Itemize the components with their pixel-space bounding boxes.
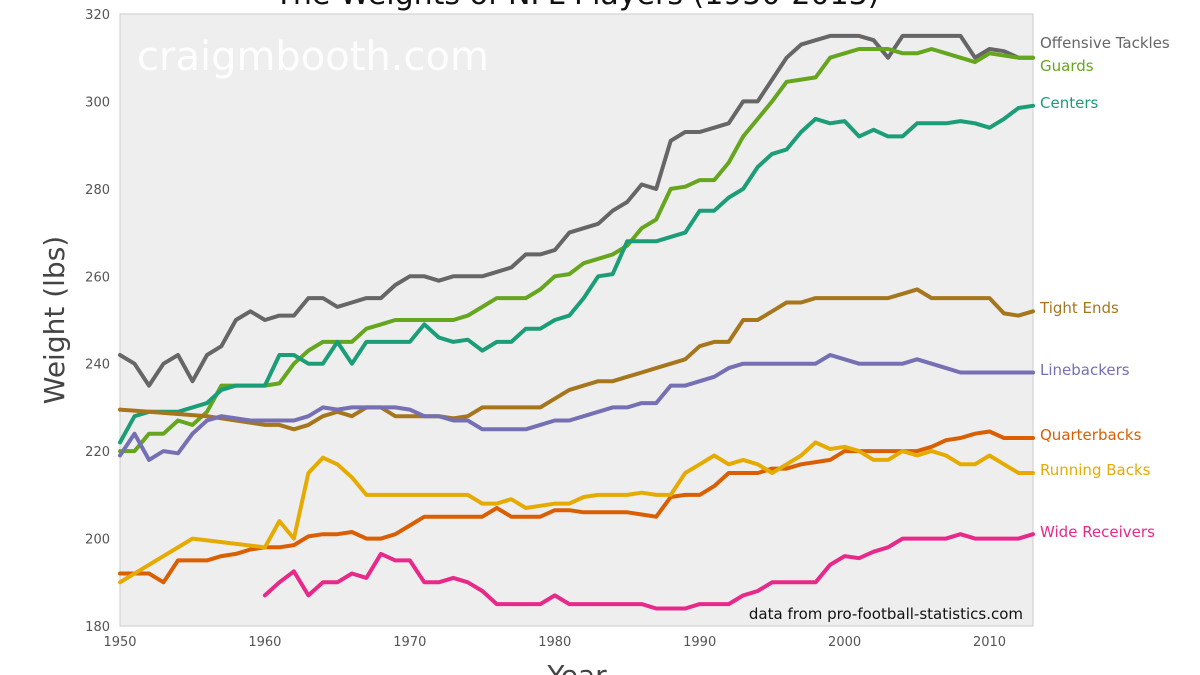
series-line-tight-ends bbox=[118, 287, 1035, 432]
y-tick-label: 180 bbox=[85, 620, 110, 635]
y-tick-label: 280 bbox=[85, 183, 110, 198]
x-axis-label: Year bbox=[546, 659, 607, 675]
legend: Offensive Tackles Guards Centers Tight Ends… bbox=[1039, 34, 1170, 541]
y-axis-label: Weight (lbs) bbox=[38, 236, 71, 404]
series-line-linebackers bbox=[118, 353, 1035, 462]
chart-title: The Weights of NFL Players (1950-2013) bbox=[274, 0, 880, 12]
series-layer bbox=[118, 33, 1035, 611]
y-tick-label: 240 bbox=[85, 358, 110, 373]
y-tick-label: 320 bbox=[85, 8, 110, 23]
x-tick-label: 1960 bbox=[248, 635, 281, 650]
x-tick-label: 1990 bbox=[683, 635, 716, 650]
legend-label-quarterbacks: Quarterbacks bbox=[1040, 426, 1142, 444]
legend-label-wide-receivers: Wide Receivers bbox=[1040, 523, 1155, 541]
legend-label-guards: Guards bbox=[1040, 57, 1094, 75]
series-line-guards bbox=[118, 47, 1035, 454]
series-line-quarterbacks bbox=[118, 429, 1035, 585]
y-tick-label: 220 bbox=[85, 445, 110, 460]
source-note: data from pro-football-statistics.com bbox=[749, 605, 1023, 623]
y-tick-label: 300 bbox=[85, 95, 110, 110]
legend-label-tight-ends: Tight Ends bbox=[1039, 299, 1119, 317]
x-tick-label: 1970 bbox=[393, 635, 426, 650]
x-tick-label: 1950 bbox=[103, 635, 136, 650]
y-axis-ticks: 180 200 220 240 260 280 300 320 bbox=[85, 8, 110, 635]
y-tick-label: 260 bbox=[85, 270, 110, 285]
series-line-centers bbox=[118, 103, 1035, 445]
legend-label-running-backs: Running Backs bbox=[1040, 461, 1151, 479]
x-tick-label: 2000 bbox=[828, 635, 861, 650]
x-tick-label: 1980 bbox=[538, 635, 571, 650]
legend-label-offensive-tackles: Offensive Tackles bbox=[1040, 34, 1170, 52]
series-line-running-backs bbox=[118, 440, 1035, 585]
x-axis-ticks: 1950 1960 1970 1980 1990 2000 2010 bbox=[103, 635, 1006, 650]
x-tick-label: 2010 bbox=[973, 635, 1006, 650]
legend-label-centers: Centers bbox=[1040, 94, 1098, 112]
watermark: craigmbooth.com bbox=[137, 34, 489, 80]
series-line-wide-receivers bbox=[262, 532, 1035, 611]
plot-area bbox=[119, 13, 1034, 627]
legend-label-linebackers: Linebackers bbox=[1040, 361, 1130, 379]
y-tick-label: 200 bbox=[85, 533, 110, 548]
